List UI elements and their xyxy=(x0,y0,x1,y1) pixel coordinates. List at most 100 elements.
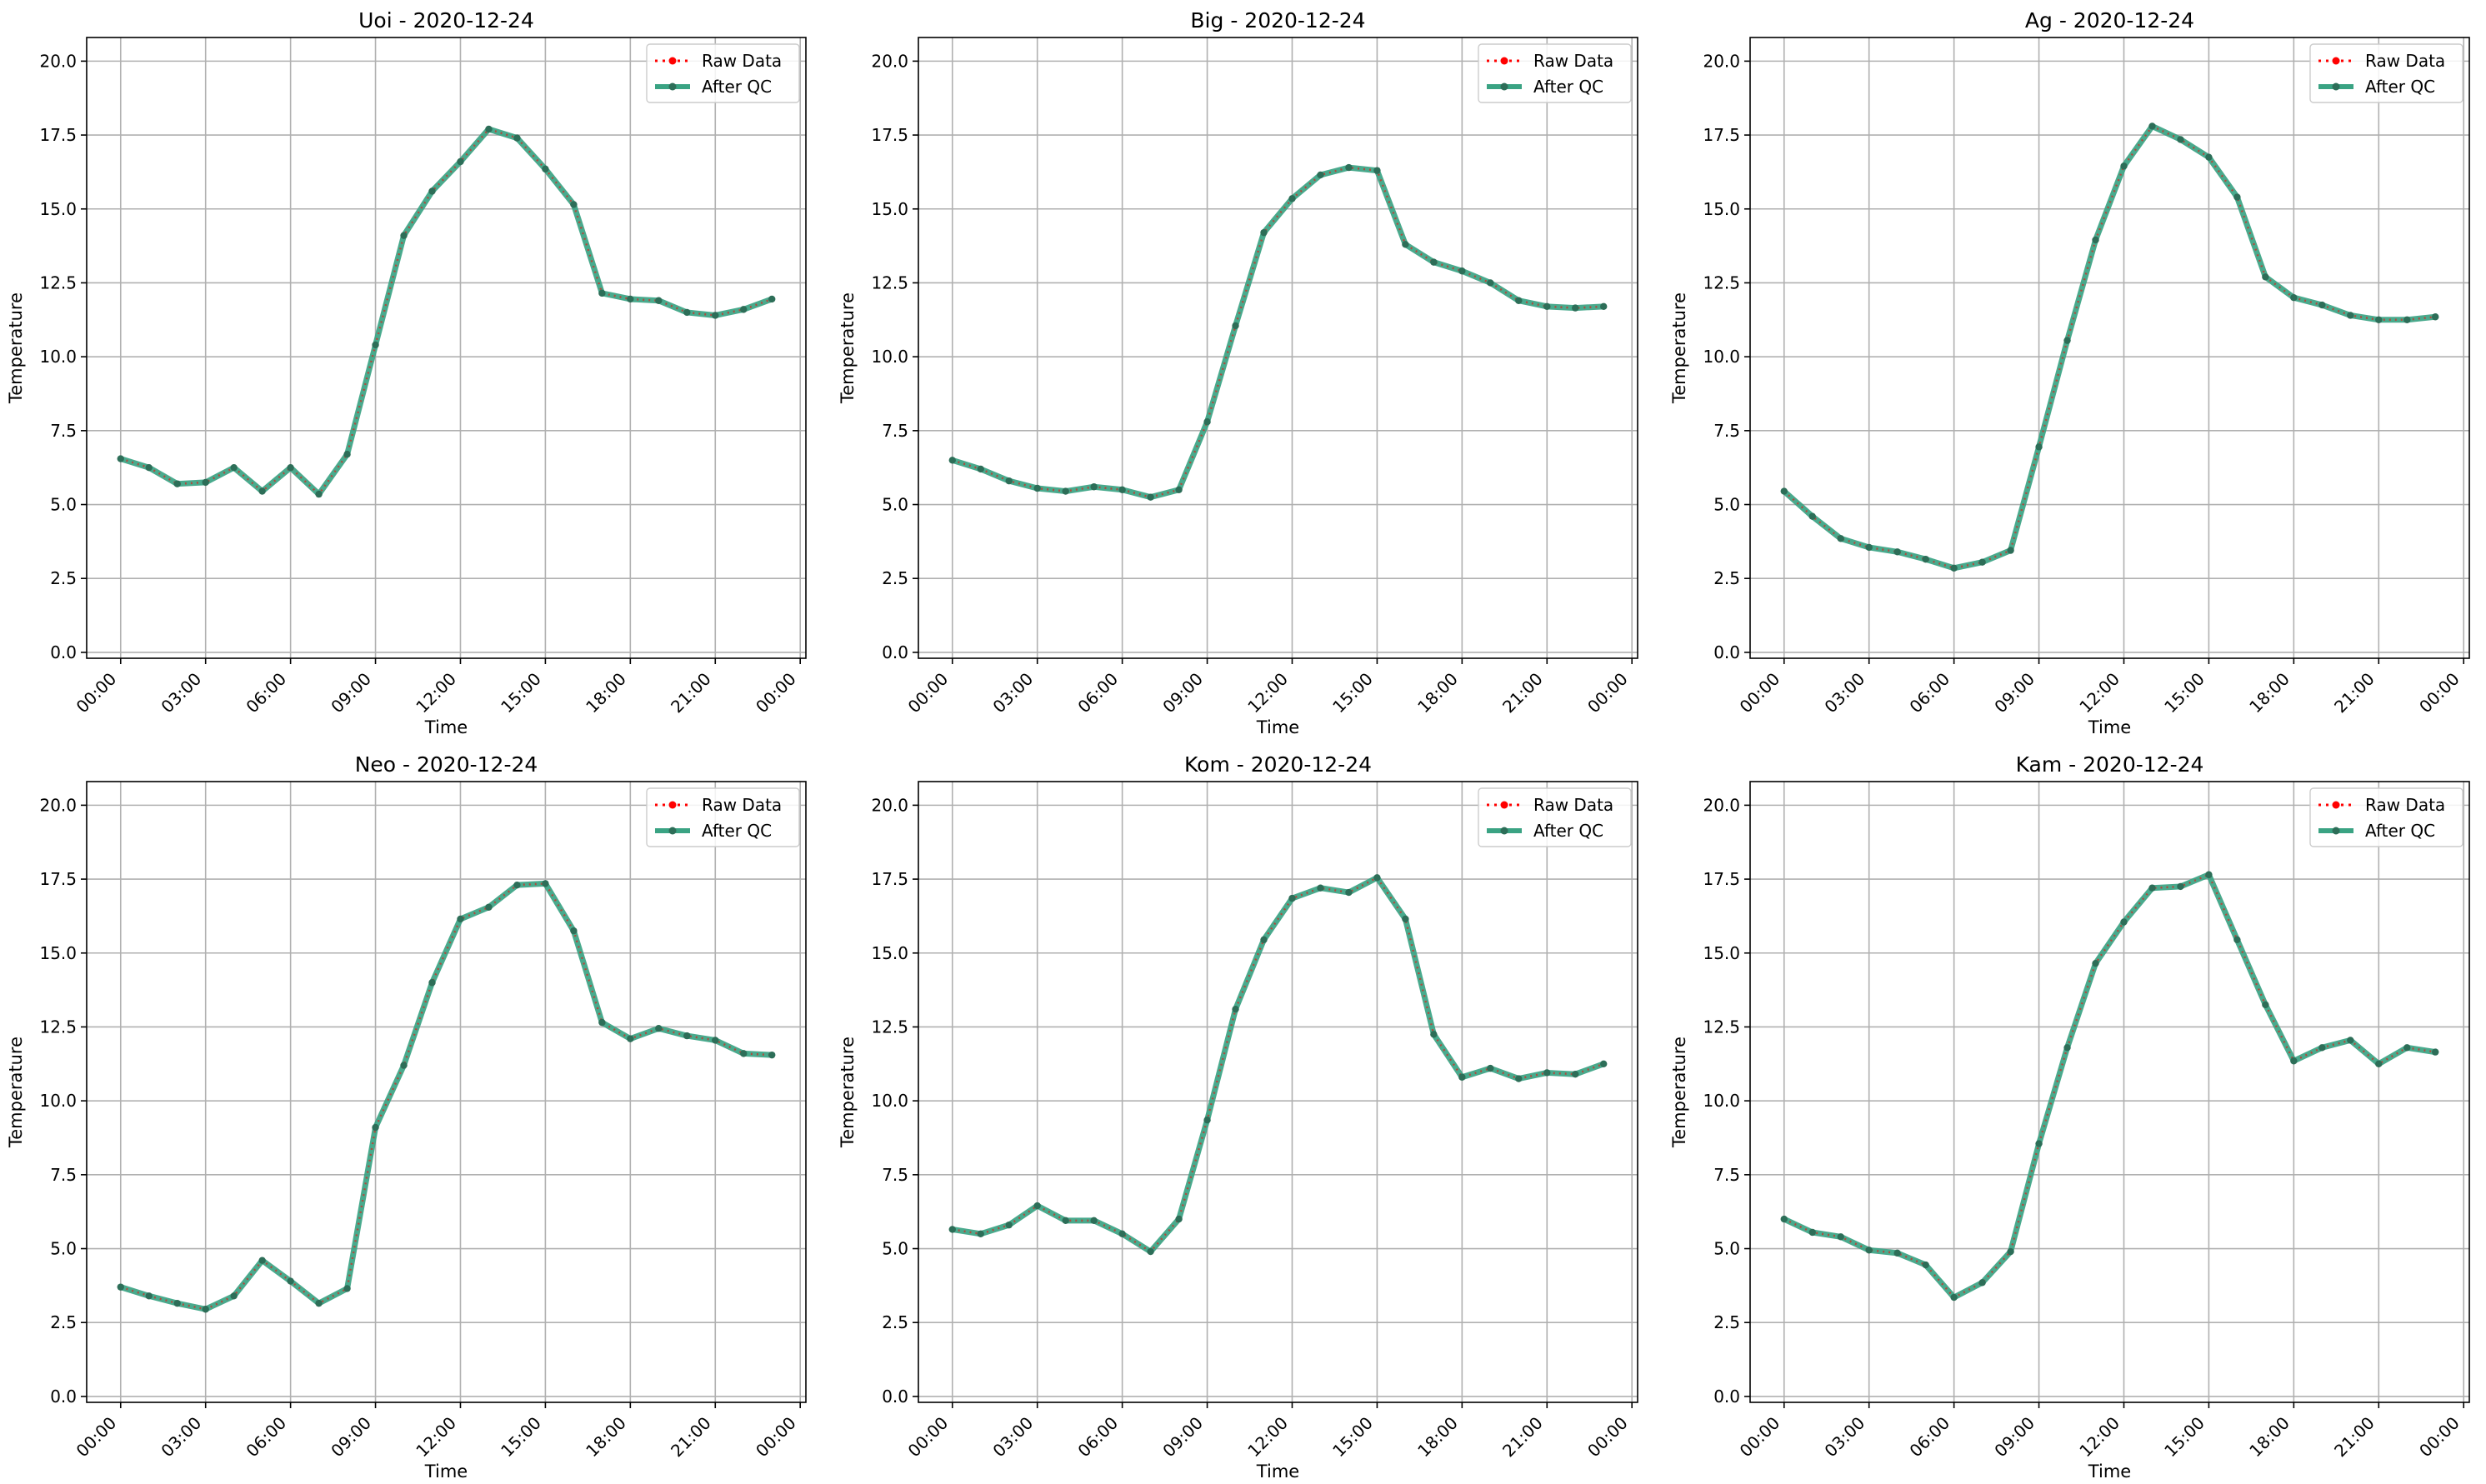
data-point-after-qc xyxy=(1515,1075,1523,1082)
data-point-after-qc xyxy=(1430,258,1438,266)
y-tick-label: 5.0 xyxy=(50,1239,77,1259)
y-tick-label: 2.5 xyxy=(882,1312,908,1332)
data-point-after-qc xyxy=(542,880,549,887)
data-point-after-qc xyxy=(627,295,634,303)
data-point-after-qc xyxy=(1005,477,1013,485)
y-tick-label: 20.0 xyxy=(1703,795,1740,815)
data-point-after-qc xyxy=(2375,316,2383,323)
data-point-after-qc xyxy=(2063,337,2071,344)
data-point-after-qc xyxy=(1600,1060,1608,1067)
y-tick-label: 5.0 xyxy=(882,1239,908,1259)
x-tick-label: 15:00 xyxy=(2160,1413,2208,1462)
data-point-after-qc xyxy=(1203,1117,1211,1124)
x-tick-label: 00:00 xyxy=(752,1413,800,1462)
data-point-after-qc xyxy=(2177,882,2184,891)
legend-marker-raw xyxy=(668,801,677,809)
data-point-after-qc xyxy=(2120,162,2128,170)
data-point-after-qc xyxy=(1922,1261,1929,1269)
series-line-raw-data xyxy=(952,876,1604,1253)
y-tick-label: 10.0 xyxy=(39,1091,77,1111)
legend-marker-raw xyxy=(668,57,677,65)
data-point-after-qc xyxy=(1978,558,1986,566)
y-tick-label: 15.0 xyxy=(1703,199,1740,219)
y-tick-label: 7.5 xyxy=(50,1165,77,1185)
y-tick-label: 10.0 xyxy=(871,1091,908,1111)
data-point-after-qc xyxy=(1865,1247,1873,1254)
legend-label-raw: Raw Data xyxy=(702,795,782,815)
data-point-after-qc xyxy=(173,480,181,487)
x-tick-label: 12:00 xyxy=(1243,1413,1292,1462)
y-tick-label: 17.5 xyxy=(871,125,908,145)
x-tick-label: 06:00 xyxy=(1905,1413,1953,1462)
data-point-after-qc xyxy=(230,463,238,472)
plot-frame xyxy=(86,37,807,659)
data-point-after-qc xyxy=(2290,1057,2298,1065)
legend: Raw Data After QC xyxy=(2309,787,2463,847)
data-point-after-qc xyxy=(2233,193,2241,201)
y-tick-label: 0.0 xyxy=(50,1387,77,1407)
data-point-after-qc xyxy=(2120,918,2128,926)
chart-title: Neo - 2020-12-24 xyxy=(355,752,538,777)
x-tick-label: 15:00 xyxy=(1328,1413,1377,1462)
y-tick-label: 2.5 xyxy=(1713,568,1740,588)
legend-marker-qc xyxy=(1500,827,1508,835)
data-point-after-qc xyxy=(1118,1230,1126,1237)
data-point-after-qc xyxy=(145,1292,153,1300)
x-tick-label: 09:00 xyxy=(1990,669,2038,717)
y-axis-label: Temperature xyxy=(6,292,26,404)
legend-label-raw: Raw Data xyxy=(1533,51,1613,71)
y-axis-label: Temperature xyxy=(838,292,858,404)
x-tick-label: 00:00 xyxy=(73,669,121,717)
x-tick-label: 06:00 xyxy=(1073,1413,1122,1462)
data-point-after-qc xyxy=(598,289,606,297)
data-point-after-qc xyxy=(117,1283,124,1291)
plot-frame xyxy=(86,781,807,1403)
data-point-after-qc xyxy=(343,1285,351,1292)
data-point-after-qc xyxy=(2007,1247,2014,1256)
data-point-after-qc xyxy=(2403,1044,2411,1052)
x-tick-label: 18:00 xyxy=(2245,669,2293,717)
y-tick-label: 15.0 xyxy=(871,943,908,963)
data-point-after-qc xyxy=(2318,301,2326,309)
data-point-after-qc xyxy=(202,478,209,487)
x-tick-label: 21:00 xyxy=(2330,1413,2378,1462)
x-tick-label: 03:00 xyxy=(158,1413,206,1462)
x-tick-label: 18:00 xyxy=(582,1413,630,1462)
data-point-after-qc xyxy=(1458,1073,1466,1081)
data-point-after-qc xyxy=(1950,1293,1958,1302)
data-point-after-qc xyxy=(1572,1071,1579,1078)
data-point-after-qc xyxy=(1147,1247,1154,1256)
data-point-after-qc xyxy=(2262,1001,2269,1009)
legend-marker-raw xyxy=(1500,801,1508,809)
data-point-after-qc xyxy=(1780,487,1788,495)
data-point-after-qc xyxy=(1572,304,1579,312)
y-tick-label: 12.5 xyxy=(39,272,77,292)
data-point-after-qc xyxy=(315,490,323,498)
legend-marker-raw xyxy=(1500,57,1508,65)
data-point-after-qc xyxy=(2347,1037,2354,1044)
data-point-after-qc xyxy=(1430,1031,1438,1038)
plot-frame xyxy=(1749,37,2470,659)
y-tick-label: 20.0 xyxy=(871,51,908,71)
data-point-after-qc xyxy=(1922,555,1929,563)
legend: Raw Data After QC xyxy=(646,787,800,847)
y-tick-label: 10.0 xyxy=(871,347,908,367)
x-tick-label: 18:00 xyxy=(582,669,630,717)
data-point-after-qc xyxy=(1487,279,1494,287)
chart-title: Kam - 2020-12-24 xyxy=(2016,752,2204,777)
plot-area xyxy=(87,782,806,1402)
data-point-after-qc xyxy=(2347,312,2354,319)
data-point-after-qc xyxy=(1373,167,1381,174)
y-tick-label: 12.5 xyxy=(39,1017,77,1037)
y-tick-label: 7.5 xyxy=(1713,421,1740,441)
y-axis-label: Temperature xyxy=(838,1037,858,1148)
y-tick-label: 17.5 xyxy=(1703,125,1740,145)
data-point-after-qc xyxy=(258,1257,266,1264)
data-point-after-qc xyxy=(287,463,294,472)
y-tick-label: 0.0 xyxy=(1713,642,1740,662)
data-point-after-qc xyxy=(768,1051,776,1059)
data-point-after-qc xyxy=(1893,548,1901,556)
x-tick-label: 09:00 xyxy=(327,1413,375,1462)
data-point-after-qc xyxy=(315,1299,323,1307)
data-point-after-qc xyxy=(1402,915,1409,923)
